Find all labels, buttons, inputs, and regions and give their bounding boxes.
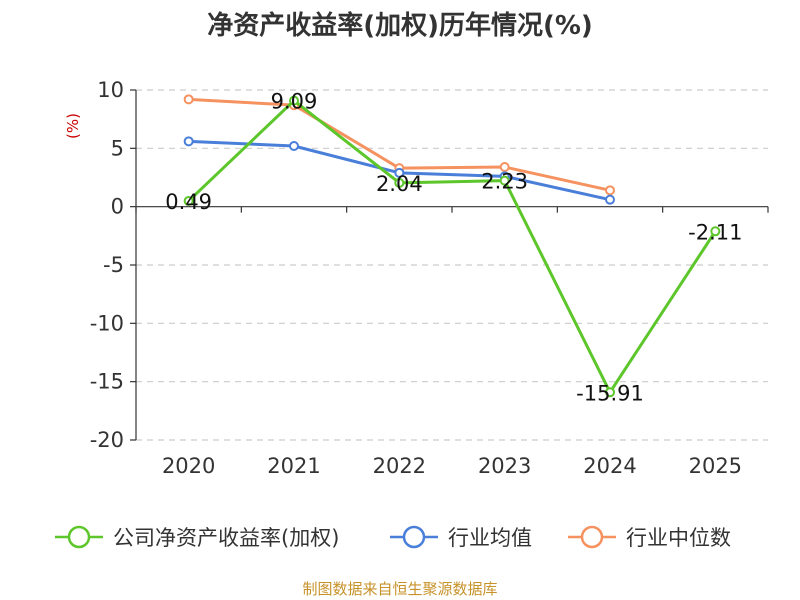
legend-marker-2 (580, 525, 604, 549)
x-tick-label: 2023 (478, 454, 531, 478)
data-point-s1-2 (394, 167, 405, 178)
data-point-s0-1 (289, 95, 299, 106)
data-point-s0-4 (605, 387, 615, 398)
data-point-s0-5 (710, 226, 721, 237)
data-point-s1-4 (605, 194, 615, 205)
series-line-0 (187, 99, 717, 394)
legend-label: 行业中位数 (626, 526, 731, 550)
data-label: -2.11 (688, 220, 742, 244)
source-note: 制图数据来自恒生聚源数据库 (302, 580, 497, 598)
x-tick-label: 2025 (689, 454, 742, 478)
series-lines (183, 94, 721, 398)
data-point-s2-4 (605, 185, 615, 196)
data-point-s2-3 (499, 162, 510, 172)
y-tick-label: -15 (90, 370, 124, 394)
data-label: 0.49 (165, 190, 212, 214)
x-tick-label: 2024 (583, 454, 636, 478)
y-tick-label: -20 (90, 428, 124, 452)
y-tick-label: 0 (111, 195, 124, 219)
chart-title: 净资产收益率(加权)历年情况(%) (207, 10, 593, 41)
legend: 公司净资产收益率(加权) 行业均值 行业中位数 (55, 525, 731, 550)
y-tick-label: -10 (90, 311, 124, 335)
data-point-s2-0 (183, 94, 194, 105)
legend-label: 公司净资产收益率(加权) (113, 526, 339, 550)
x-tick-label: 2022 (373, 454, 426, 478)
y-tick-label: 10 (97, 78, 124, 102)
y-tick-label: 5 (111, 136, 124, 160)
data-label: 2.04 (376, 172, 423, 196)
data-point-s0-2 (394, 177, 405, 188)
data-point-s1-1 (289, 141, 299, 151)
legend-label: 行业均值 (448, 526, 532, 550)
data-label: -15.91 (576, 381, 644, 405)
y-tick-label: -5 (103, 253, 124, 277)
data-point-s0-0 (183, 195, 194, 206)
data-point-s0-3 (499, 175, 510, 186)
legend-marker-1 (402, 525, 426, 549)
x-tick-label: 2021 (267, 454, 320, 478)
data-labels: 0.49 9.09 2.04 2.23 -15.91 -2.11 (165, 90, 742, 406)
data-label: 9.09 (271, 90, 318, 114)
axes: 10 5 0 -5 -10 -15 -20 2020 2021 2022 2023 2024 2025 (90, 78, 769, 478)
y-axis-label: (%) (64, 113, 82, 139)
data-point-s1-0 (183, 136, 194, 147)
data-label: 2.23 (481, 170, 528, 194)
x-tick-label: 2020 (162, 454, 215, 478)
legend-marker-0 (67, 525, 91, 549)
